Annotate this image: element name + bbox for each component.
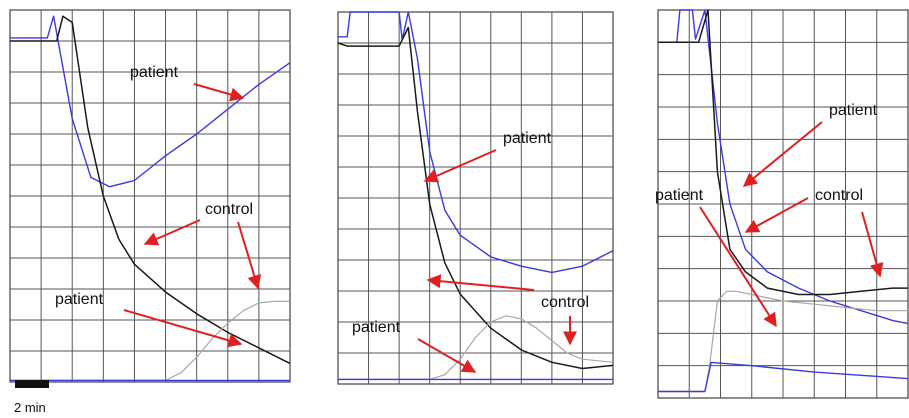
series-line-patient — [658, 361, 909, 393]
series-line-patient — [338, 11, 614, 274]
scale-bar — [15, 380, 49, 388]
annotation-label-patient-bottom: patient — [352, 319, 401, 336]
annotation-arrow — [699, 206, 777, 328]
panel-grid — [658, 10, 908, 398]
annotation-arrow — [742, 121, 823, 187]
series-line-control — [337, 26, 614, 370]
annotation-arrow — [861, 211, 884, 278]
series-line-reference — [338, 315, 614, 380]
panel-annotations: patient control patient — [55, 64, 262, 348]
annotation-label-patient-upper-right: patient — [829, 102, 878, 119]
annotation-arrow — [237, 221, 262, 290]
panel-traces — [337, 11, 614, 381]
chart-panel-left: patient control patient 2 min — [9, 9, 291, 415]
panel-grid — [338, 12, 613, 384]
annotation-label-control: control — [541, 294, 589, 311]
series-line-control — [10, 15, 291, 365]
panel-annotations: patient patient control — [655, 102, 884, 328]
chart-panel-right: patient patient control — [655, 9, 909, 399]
annotation-arrow — [417, 338, 477, 373]
panel-annotations: patient control patient — [352, 130, 589, 373]
series-line-control — [658, 9, 908, 296]
annotation-arrow — [123, 309, 243, 348]
panel-traces — [10, 15, 291, 382]
annotation-arrow — [426, 274, 535, 291]
annotation-arrow — [423, 149, 497, 183]
annotation-label-patient-top: patient — [130, 64, 179, 81]
series-line-patient — [10, 15, 291, 188]
annotation-label-patient-left: patient — [655, 187, 704, 204]
annotation-label-control: control — [205, 201, 253, 218]
series-line-reference — [10, 300, 290, 381]
annotation-label-patient-top: patient — [503, 130, 552, 147]
annotation-arrow — [143, 219, 201, 246]
scale-bar-label: 2 min — [14, 400, 46, 415]
chart-panel-middle: patient control patient — [337, 11, 614, 385]
annotation-arrow — [193, 83, 245, 102]
annotation-arrow — [744, 197, 809, 233]
panel-traces — [658, 9, 909, 393]
annotation-label-patient-bottom: patient — [55, 291, 104, 308]
annotation-label-control: control — [815, 187, 863, 204]
